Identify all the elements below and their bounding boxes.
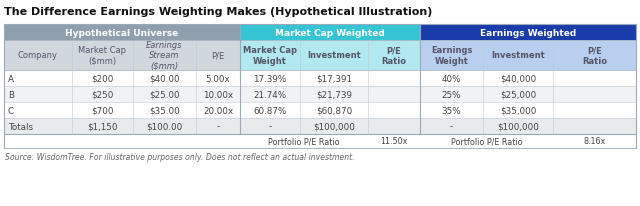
Text: P/E: P/E bbox=[211, 51, 225, 60]
Bar bbox=[4, 71, 636, 87]
Text: Market Cap
($mm): Market Cap ($mm) bbox=[79, 46, 127, 65]
Text: Portfolio P/E Ratio: Portfolio P/E Ratio bbox=[451, 137, 522, 146]
Text: -: - bbox=[450, 122, 453, 131]
Text: -: - bbox=[268, 122, 271, 131]
Text: Investment: Investment bbox=[307, 51, 361, 60]
Text: P/E
Ratio: P/E Ratio bbox=[582, 46, 607, 65]
Text: 20.00x: 20.00x bbox=[203, 106, 233, 115]
Text: 11.50x: 11.50x bbox=[380, 137, 408, 146]
Text: $40,000: $40,000 bbox=[500, 74, 536, 83]
Text: 5.00x: 5.00x bbox=[205, 74, 230, 83]
Text: $25.00: $25.00 bbox=[149, 90, 180, 99]
Bar bbox=[4, 87, 636, 103]
Text: 10.00x: 10.00x bbox=[203, 90, 233, 99]
Text: 21.74%: 21.74% bbox=[253, 90, 287, 99]
Text: 35%: 35% bbox=[442, 106, 461, 115]
Text: B: B bbox=[8, 90, 14, 99]
Text: 17.39%: 17.39% bbox=[253, 74, 287, 83]
Bar bbox=[4, 41, 240, 71]
Text: $25,000: $25,000 bbox=[500, 90, 536, 99]
Text: 60.87%: 60.87% bbox=[253, 106, 287, 115]
Bar bbox=[4, 118, 636, 134]
Text: $100,000: $100,000 bbox=[313, 122, 355, 131]
Text: -: - bbox=[216, 122, 220, 131]
Text: 25%: 25% bbox=[442, 90, 461, 99]
Text: $700: $700 bbox=[92, 106, 114, 115]
Text: C: C bbox=[8, 106, 14, 115]
Text: Source: WisdomTree. For illustrative purposes only. Does not reflect an actual i: Source: WisdomTree. For illustrative pur… bbox=[5, 152, 355, 161]
Text: Earnings
Weight: Earnings Weight bbox=[431, 46, 472, 65]
Text: $100.00: $100.00 bbox=[147, 122, 182, 131]
Text: Portfolio P/E Ratio: Portfolio P/E Ratio bbox=[268, 137, 340, 146]
Bar bbox=[240, 41, 420, 71]
Bar bbox=[4, 103, 636, 118]
Text: The Difference Earnings Weighting Makes (Hypothetical Illustration): The Difference Earnings Weighting Makes … bbox=[4, 7, 433, 17]
Bar bbox=[420, 25, 636, 41]
Text: Earnings
Stream
($mm): Earnings Stream ($mm) bbox=[147, 41, 183, 71]
Bar bbox=[4, 134, 636, 148]
Text: $100,000: $100,000 bbox=[497, 122, 539, 131]
Text: Investment: Investment bbox=[491, 51, 545, 60]
Text: Hypothetical Universe: Hypothetical Universe bbox=[65, 28, 179, 37]
Text: Market Cap Weighted: Market Cap Weighted bbox=[275, 28, 385, 37]
Text: Company: Company bbox=[18, 51, 58, 60]
Text: Totals: Totals bbox=[8, 122, 33, 131]
Text: $200: $200 bbox=[92, 74, 114, 83]
Text: $21,739: $21,739 bbox=[316, 90, 352, 99]
Text: $17,391: $17,391 bbox=[316, 74, 352, 83]
Text: $60,870: $60,870 bbox=[316, 106, 352, 115]
Bar bbox=[420, 41, 636, 71]
Text: $250: $250 bbox=[92, 90, 114, 99]
Text: A: A bbox=[8, 74, 14, 83]
Text: $40.00: $40.00 bbox=[149, 74, 180, 83]
Text: $35,000: $35,000 bbox=[500, 106, 536, 115]
Text: P/E
Ratio: P/E Ratio bbox=[381, 46, 406, 65]
Text: $35.00: $35.00 bbox=[149, 106, 180, 115]
Bar bbox=[240, 25, 420, 41]
Text: Earnings Weighted: Earnings Weighted bbox=[480, 28, 576, 37]
Text: 40%: 40% bbox=[442, 74, 461, 83]
Text: 8.16x: 8.16x bbox=[584, 137, 605, 146]
Bar bbox=[4, 25, 240, 41]
Text: $1,150: $1,150 bbox=[87, 122, 118, 131]
Text: Market Cap
Weight: Market Cap Weight bbox=[243, 46, 297, 65]
